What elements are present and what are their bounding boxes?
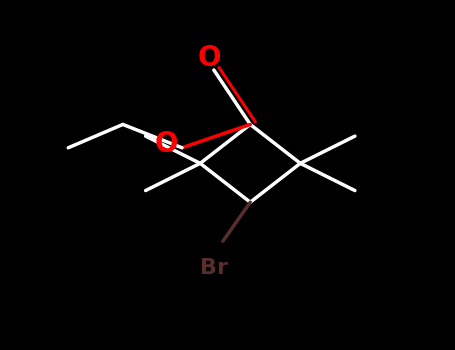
Text: Br: Br bbox=[200, 258, 228, 278]
Text: O: O bbox=[197, 44, 221, 72]
Text: O: O bbox=[154, 130, 178, 158]
